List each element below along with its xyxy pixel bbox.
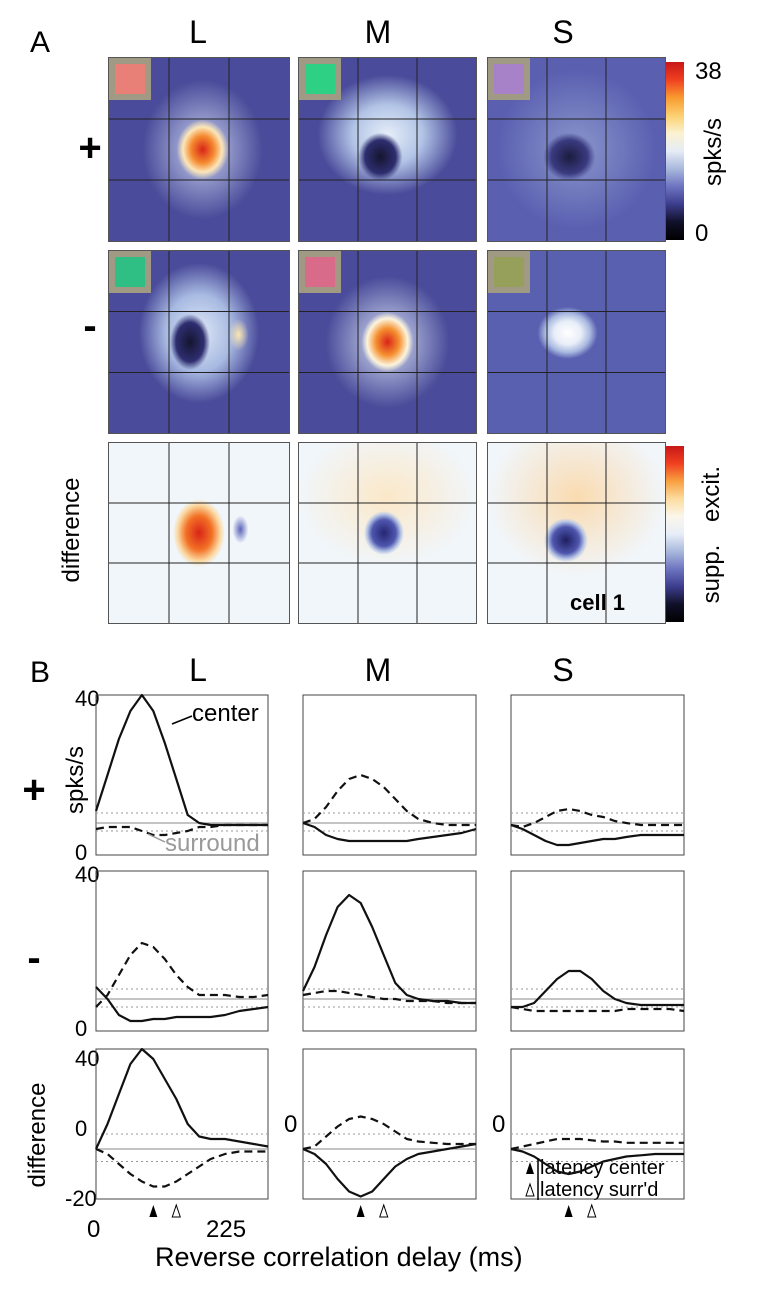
plot-diff-l-center-line [95, 1047, 269, 1150]
legend-center-marker [526, 1162, 534, 1174]
heatmap-plus-l [108, 57, 290, 242]
y-tick-40-row2: 40 [75, 862, 100, 887]
y-tick-minus20-diff: -20 [65, 1186, 97, 1211]
plot-minus-l-frame [95, 870, 269, 1032]
heatmap-minus-s [487, 250, 666, 434]
plot-diff-m-frame [302, 1048, 477, 1200]
heatmap-grid-lines [488, 443, 665, 623]
plot-plus-s-frame [510, 694, 685, 856]
plot-diff-l-surround-line [95, 1147, 268, 1188]
y-tick-40-row1: 40 [75, 686, 100, 711]
heatmap-plus-s [487, 57, 666, 242]
colorbar-difference [666, 446, 684, 622]
plot-diff-s-latency-surround-marker [587, 1203, 597, 1218]
plot-minus-m-center-line [302, 893, 476, 1005]
plot-minus-m-frame [302, 870, 477, 1032]
heatmap-difference-m [298, 442, 477, 624]
plot-diff-m-latency-surround-marker [379, 1203, 389, 1218]
plot-plus-l-surround-line [95, 823, 268, 837]
plot-plus-l-frame [95, 694, 269, 856]
color-swatch [299, 251, 341, 293]
heatmap-difference-s [487, 442, 666, 624]
plot-diff-l-frame [95, 1048, 269, 1200]
legend-surround-text: latency surr'd [540, 1179, 659, 1201]
surround-arrow [147, 833, 166, 843]
panel-a-row-minus: - [83, 304, 97, 348]
colorbar-min-label: 0 [695, 220, 709, 247]
colorbar-max-label: 38 [695, 58, 722, 85]
plot-minus-m-surround-line [302, 989, 476, 1005]
x-axis-label: Reverse correlation delay (ms) [155, 1242, 523, 1272]
heatmap-plus-m [298, 57, 477, 242]
plot-plus-l-center-line [94, 693, 268, 827]
plot-plus-m-surround-line [302, 773, 476, 827]
color-swatch [488, 251, 530, 293]
panel-b-row-minus: - [27, 936, 41, 980]
plot-diff-m-surround-line [302, 1115, 476, 1151]
heatmap-minus-l [108, 250, 290, 434]
plot-diff-s-latency-center-marker [564, 1205, 573, 1217]
legend-surround-marker [525, 1182, 535, 1197]
center-arrow [171, 715, 193, 725]
annotation-center: center [192, 700, 259, 727]
plot-minus-l-center-line [95, 986, 269, 1023]
y-tick-0-diff: 0 [75, 1116, 88, 1141]
color-swatch [299, 58, 341, 100]
panel-a-row-plus: + [78, 126, 102, 170]
plot-minus-s-frame [510, 870, 685, 1032]
plot-minus-s-surround-line [510, 1005, 685, 1013]
panel-b-letter: B [30, 656, 51, 689]
panel-a-col-s: S [552, 14, 574, 50]
color-swatch [109, 251, 151, 293]
panel-a-letter: A [30, 26, 51, 59]
heatmap-minus-m [298, 250, 477, 434]
panel-a-col-m: M [364, 14, 392, 50]
y-tick-0-row2: 0 [75, 1016, 88, 1041]
heatmap-difference-l [108, 442, 290, 624]
plot-plus-m-center-line [302, 821, 477, 843]
annotation-surround: surround [165, 830, 260, 857]
y-tick-0-diff-m: 0 [284, 1111, 298, 1138]
y-tick-0-diff-s: 0 [492, 1111, 506, 1138]
plot-diff-m-latency-center-marker [356, 1205, 365, 1217]
x-tick-225: 225 [206, 1216, 247, 1243]
plot-diff-m-center-line [302, 1142, 477, 1198]
color-swatch [488, 58, 530, 100]
panel-b-col-s: S [552, 652, 574, 688]
panel-b-col-m: M [364, 652, 392, 688]
y-tick-0-row1: 0 [75, 840, 88, 865]
panel-b-col-l: L [189, 652, 207, 688]
plot-diff-s-frame [510, 1048, 685, 1200]
plot-diff-l-latency-center-marker [149, 1205, 158, 1217]
plot-plus-s-surround-line [510, 807, 684, 829]
heatmap-grid-lines [109, 443, 289, 623]
cell-label: cell 1 [570, 590, 626, 615]
colorbar-rate [666, 62, 684, 240]
y-tick-40-diff: 40 [75, 1046, 100, 1071]
plot-plus-s-center-line [510, 823, 684, 847]
plot-minus-l-surround-line [95, 941, 269, 1008]
panel-b-row-plus: + [22, 768, 46, 812]
color-swatch [109, 58, 151, 100]
plot-minus-s-center-line [511, 969, 684, 1009]
plot-plus-m-frame [302, 694, 477, 856]
panel-a-col-l: L [189, 14, 207, 50]
heatmap-grid-lines [299, 443, 476, 623]
plot-diff-l-latency-surround-marker [171, 1203, 181, 1218]
plot-diff-s-surround-line [510, 1137, 684, 1151]
x-tick-0: 0 [87, 1216, 101, 1243]
